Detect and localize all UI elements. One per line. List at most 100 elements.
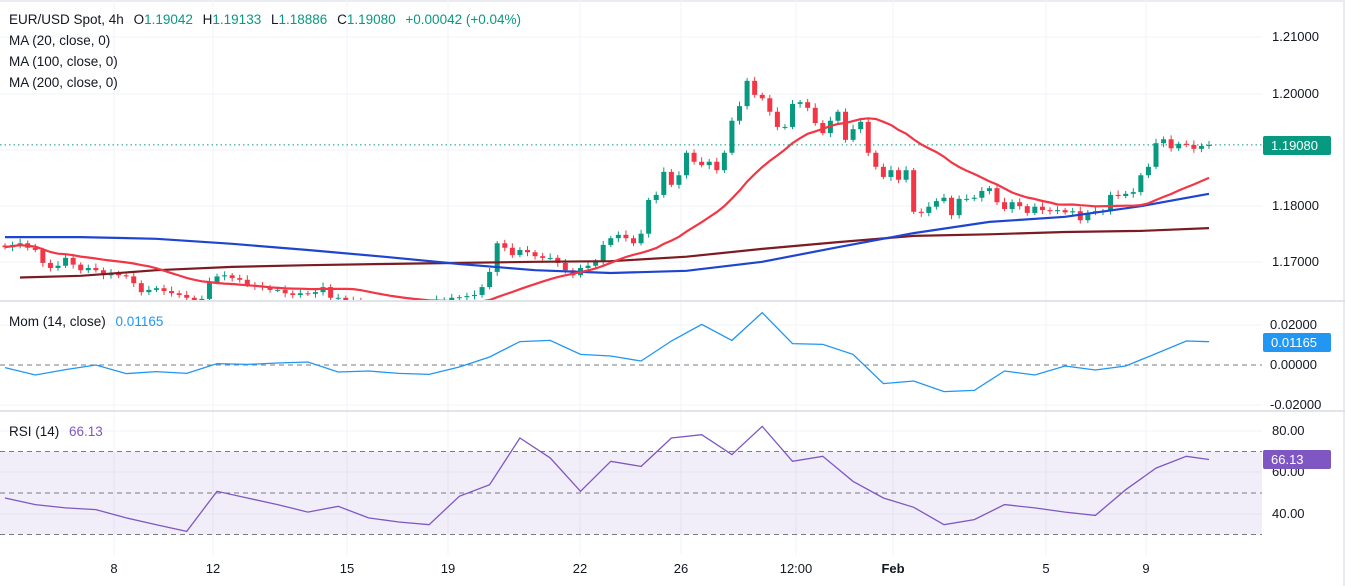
candle	[691, 149, 697, 165]
candle	[471, 290, 477, 300]
mom-legend[interactable]: Mom (14, close) 0.01165	[9, 314, 169, 329]
candle-body	[759, 94, 765, 99]
candle-body	[464, 296, 470, 298]
candle-body	[366, 304, 371, 306]
candle-body	[1191, 144, 1197, 149]
candle-body	[737, 106, 743, 121]
candle	[17, 238, 23, 249]
candle-body	[374, 305, 379, 306]
candle	[381, 303, 386, 310]
candle-body	[805, 102, 811, 108]
candle-body	[206, 282, 212, 299]
candle-body	[532, 252, 538, 257]
candle	[131, 271, 137, 288]
candle	[366, 301, 371, 308]
candle	[850, 124, 856, 143]
candle	[949, 195, 955, 220]
candle	[653, 191, 659, 204]
rsi-levels	[0, 451, 1262, 535]
top-border	[0, 0, 1345, 2]
candle-body	[32, 247, 38, 250]
candle	[1062, 207, 1068, 215]
candle-body	[1138, 175, 1144, 193]
candle	[865, 117, 871, 157]
ma200-legend[interactable]: MA (200, close, 0)	[9, 75, 118, 90]
candle	[55, 261, 61, 271]
candle	[229, 273, 235, 282]
candle	[721, 150, 727, 174]
candle	[1191, 140, 1197, 153]
candle-body	[593, 261, 599, 266]
candle	[903, 166, 909, 183]
ma100-line	[5, 192, 1210, 275]
candle-body	[918, 211, 924, 213]
price-pane[interactable]	[0, 76, 1262, 310]
candle-body	[524, 249, 530, 253]
candle	[78, 262, 84, 274]
candle-body	[638, 233, 644, 244]
candle	[161, 284, 167, 295]
mom-title: Mom (14, close)	[9, 314, 106, 329]
candle	[1161, 136, 1167, 148]
candle-body	[1115, 194, 1121, 197]
candle-body	[858, 121, 864, 130]
candle	[502, 239, 508, 252]
candle-body	[949, 197, 955, 216]
time-axis-label: 26	[673, 561, 689, 576]
candles	[2, 76, 1212, 310]
candle-body	[1017, 202, 1023, 207]
candle-body	[790, 103, 796, 127]
candle	[964, 194, 970, 202]
candle	[941, 193, 947, 204]
candle-body	[752, 80, 758, 95]
candle	[623, 230, 629, 242]
candle-body	[517, 249, 523, 256]
candle-body	[699, 161, 705, 166]
candle-body	[184, 294, 190, 298]
candle-body	[275, 289, 281, 291]
candle	[994, 184, 1000, 206]
candle	[1198, 143, 1204, 153]
candle	[436, 295, 438, 300]
open-number: 1.19042	[144, 12, 193, 27]
rsi-pane[interactable]	[0, 425, 1262, 535]
candle-body	[40, 249, 46, 263]
symbol-legend[interactable]: EUR/USD Spot, 4h O1.19042 H1.19133 L1.18…	[9, 12, 527, 27]
price-axis-label: 1.17000	[1272, 254, 1319, 269]
ma100-legend[interactable]: MA (100, close, 0)	[9, 54, 118, 69]
candle-body	[585, 265, 591, 268]
candle-body	[646, 199, 652, 234]
candle	[411, 301, 416, 309]
candle-body	[812, 107, 818, 123]
candle-body	[449, 297, 455, 300]
candle	[1047, 207, 1053, 215]
candle	[1168, 135, 1174, 152]
momentum-pane[interactable]	[0, 311, 1262, 393]
rsi-legend[interactable]: RSI (14) 66.13	[9, 424, 109, 439]
candle-body	[721, 152, 727, 171]
candle-body	[631, 238, 637, 244]
candle	[737, 101, 743, 125]
candle-body	[684, 152, 690, 176]
time-axis-label: 15	[339, 561, 355, 576]
high-label: H	[202, 12, 213, 27]
candle-body	[540, 256, 546, 258]
candle	[668, 169, 674, 188]
candle	[517, 247, 523, 258]
candle-body	[297, 293, 303, 295]
price-axis-label: 1.18000	[1272, 198, 1319, 213]
candle	[479, 284, 485, 298]
candle	[918, 208, 924, 217]
candle	[328, 284, 334, 300]
ma20-legend[interactable]: MA (20, close, 0)	[9, 33, 111, 48]
candle-body	[774, 111, 780, 127]
candle-body	[956, 198, 962, 216]
candle-body	[1108, 194, 1114, 212]
candle	[389, 303, 394, 310]
candle-body	[1009, 202, 1015, 209]
candle	[676, 171, 682, 189]
candle-body	[100, 270, 106, 276]
momentum-line	[4, 311, 1210, 393]
candle-body	[237, 278, 243, 280]
